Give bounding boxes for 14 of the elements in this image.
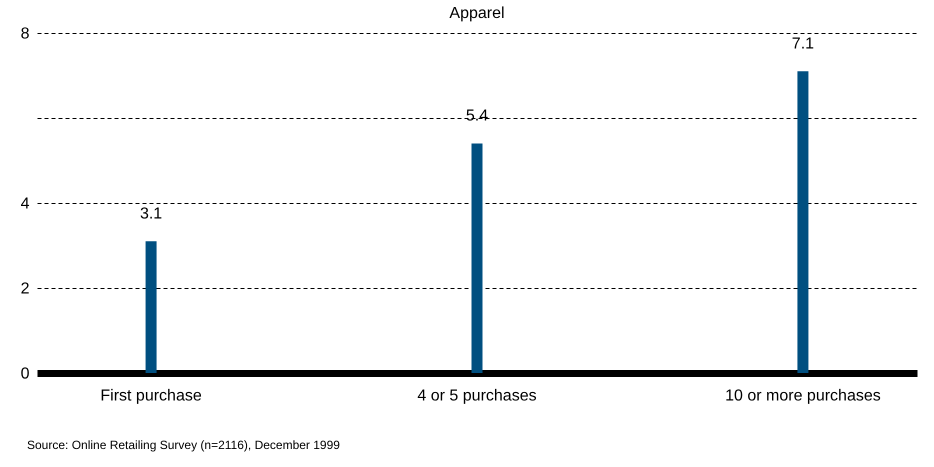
data-label: 3.1 [140,205,162,222]
x-tick-label: First purchase [100,388,202,404]
y-tick-label: 8 [20,26,30,42]
source-note: Source: Online Retailing Survey (n=2116), December 1999 [27,438,340,452]
data-label: 7.1 [792,35,814,52]
bar [797,71,808,373]
bar [472,144,482,373]
y-tick-label: 2 [20,280,30,298]
chart-title: Apparel [449,5,505,22]
bar [146,241,157,373]
y-tick-label: 4 [20,196,30,212]
x-tick-label: 10 or more purchases [725,388,881,404]
x-tick-label: 4 or 5 purchases [417,388,537,404]
y-tick-label: 0 [20,366,30,382]
